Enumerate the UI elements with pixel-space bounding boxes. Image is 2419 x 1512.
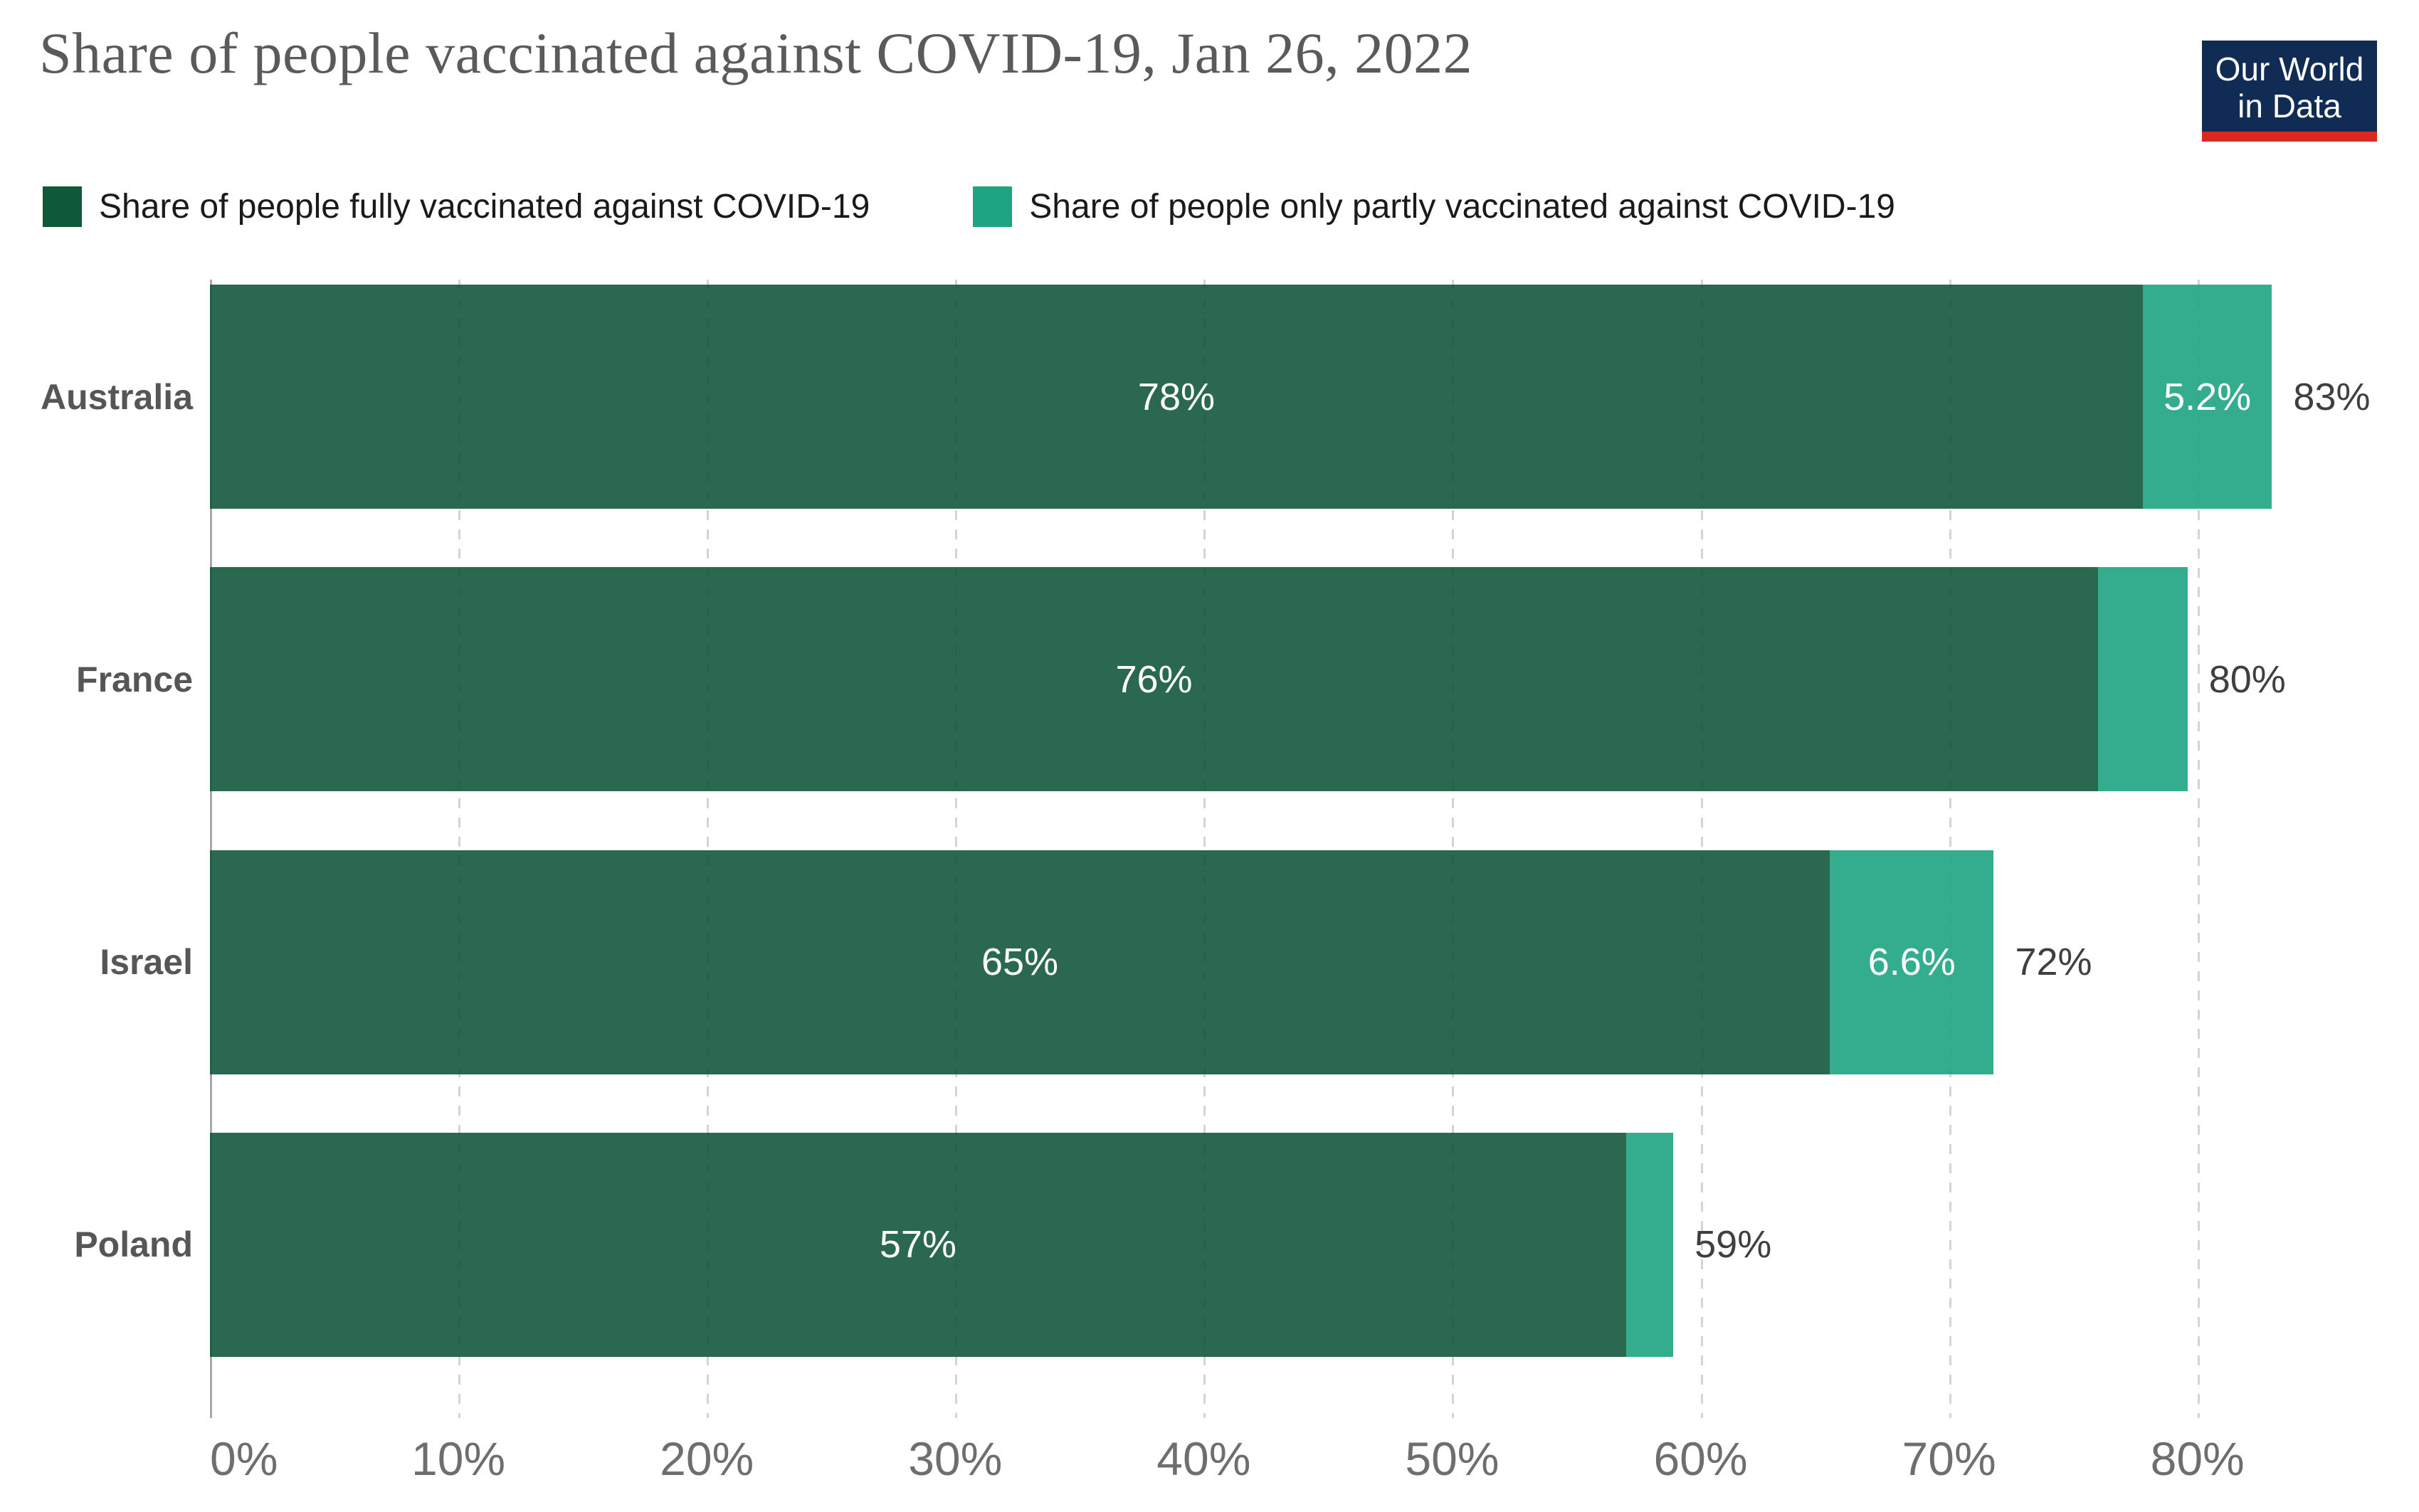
partly-value-label: 6.6%	[1867, 941, 1956, 984]
x-tick-70: 70%	[1902, 1432, 1996, 1485]
fully-vaccinated-bar-australia[interactable]: 78%	[210, 285, 2143, 509]
partly-vaccinated-bar-australia[interactable]: 5.2%	[2142, 285, 2272, 509]
x-tick-30: 30%	[908, 1432, 1003, 1485]
fully-vaccinated-swatch-icon	[43, 186, 82, 227]
partly-vaccinated-bar-israel[interactable]: 6.6%	[1830, 850, 1994, 1074]
fully-value-label: 65%	[981, 941, 1059, 984]
gridline-10	[458, 280, 461, 1418]
legend: Share of people fully vaccinated against…	[43, 186, 1895, 227]
fully-vaccinated-bar-france[interactable]: 76%	[210, 567, 2099, 792]
legend-label-fully: Share of people fully vaccinated against…	[99, 188, 870, 226]
gridline-20	[707, 280, 710, 1418]
owid-logo-line2: in Data	[2238, 88, 2341, 125]
legend-item-partly[interactable]: Share of people only partly vaccinated a…	[973, 186, 1895, 227]
country-label-poland: Poland	[74, 1225, 193, 1265]
partly-vaccinated-bar-france[interactable]	[2098, 567, 2188, 792]
y-axis-line	[210, 280, 212, 1418]
bar-row-poland: 57% 59%	[210, 1132, 2391, 1357]
gridline-40	[1203, 280, 1206, 1418]
legend-label-partly: Share of people only partly vaccinated a…	[1029, 188, 1895, 226]
bar-row-israel: 65% 6.6% 72%	[210, 850, 2391, 1074]
partly-vaccinated-bar-poland[interactable]	[1625, 1132, 1674, 1357]
x-tick-10: 10%	[411, 1432, 506, 1485]
x-tick-60: 60%	[1653, 1432, 1748, 1485]
gridline-30	[955, 280, 958, 1418]
partly-value-label: 5.2%	[2164, 375, 2252, 418]
x-tick-20: 20%	[660, 1432, 754, 1485]
country-label-france: France	[76, 659, 193, 699]
gridline-60	[1700, 280, 1703, 1418]
owid-logo-line1: Our World	[2215, 51, 2364, 88]
x-tick-40: 40%	[1156, 1432, 1251, 1485]
total-value-label-poland: 59%	[1695, 1223, 1772, 1267]
x-tick-50: 50%	[1405, 1432, 1500, 1485]
fully-vaccinated-bar-israel[interactable]: 65%	[210, 850, 1830, 1074]
gridline-80	[2197, 280, 2200, 1418]
country-label-australia: Australia	[41, 376, 193, 417]
total-value-label-israel: 72%	[2015, 941, 2092, 984]
fully-vaccinated-bar-poland[interactable]: 57%	[210, 1132, 1626, 1357]
x-tick-0: 0%	[210, 1432, 278, 1485]
chart-title: Share of people vaccinated against COVID…	[39, 21, 1473, 85]
fully-value-label: 57%	[879, 1223, 956, 1267]
country-label-israel: Israel	[100, 942, 193, 983]
bar-row-france: 76% 80%	[210, 567, 2391, 792]
x-tick-80: 80%	[2150, 1432, 2245, 1485]
gridline-50	[1452, 280, 1455, 1418]
owid-logo[interactable]: Our World in Data	[2202, 41, 2377, 142]
legend-item-fully[interactable]: Share of people fully vaccinated against…	[43, 186, 870, 227]
fully-value-label: 76%	[1115, 657, 1193, 701]
total-value-label-australia: 83%	[2293, 375, 2371, 418]
total-value-label-france: 80%	[2208, 657, 2286, 701]
plot-area: 78% 5.2% 83% 76% 80% 65% 6.6% 72% 57% 59%	[210, 280, 2391, 1418]
bar-row-australia: 78% 5.2% 83%	[210, 285, 2391, 509]
partly-vaccinated-swatch-icon	[973, 186, 1013, 227]
fully-value-label: 78%	[1137, 375, 1215, 418]
gridline-70	[1949, 280, 1951, 1418]
